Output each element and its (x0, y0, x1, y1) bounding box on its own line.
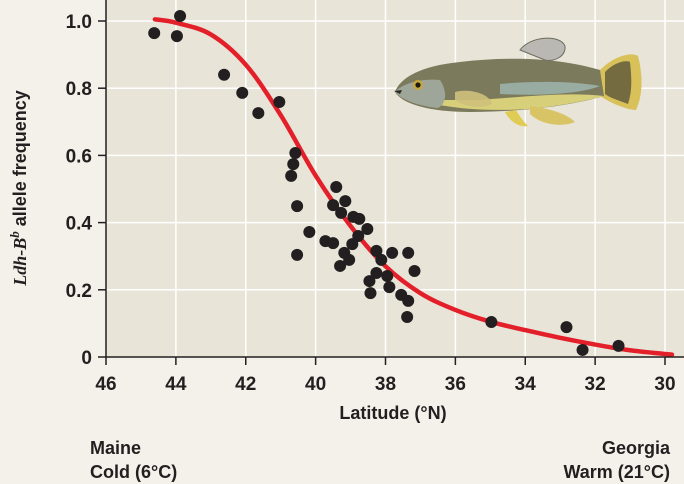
data-point (339, 195, 352, 208)
data-point (401, 311, 414, 324)
annotation-georgia: Georgia (602, 438, 671, 458)
data-point (218, 68, 231, 81)
data-point (335, 206, 348, 219)
y-tick-label: 0.8 (66, 79, 92, 100)
data-point (334, 259, 347, 272)
y-tick-label: 0.4 (66, 214, 93, 235)
data-point (363, 275, 376, 288)
y-axis-superscript: b (7, 231, 22, 238)
x-tick-label: 32 (585, 374, 606, 395)
x-tick-label: 42 (235, 374, 256, 395)
data-point (170, 30, 183, 43)
y-tick-label: 1.0 (66, 12, 92, 33)
y-axis-gene: Ldh-B (10, 238, 30, 287)
y-tick-label: 0 (81, 348, 92, 369)
annotation-warm: Warm (21°C) (563, 462, 670, 482)
fit-curve (152, 17, 675, 357)
data-point (287, 158, 300, 171)
data-point (370, 267, 383, 279)
data-point (386, 246, 399, 259)
data-point (273, 95, 286, 108)
x-tick-label: 40 (305, 374, 326, 395)
plot-background (106, 0, 684, 357)
annotation-cold: Cold (6°C) (90, 462, 177, 482)
data-point (346, 238, 359, 251)
data-point (353, 212, 366, 225)
data-point (402, 294, 415, 307)
x-tick-label: 38 (375, 374, 396, 395)
x-tick-label: 30 (654, 374, 675, 395)
data-point (402, 246, 415, 259)
data-point (252, 107, 265, 120)
data-point (343, 253, 356, 266)
data-point (612, 339, 625, 352)
x-tick-label: 46 (95, 374, 116, 395)
data-point (560, 321, 573, 334)
x-tick-label: 36 (445, 374, 466, 395)
y-ticks: 0 0.2 0.4 0.6 0.8 1.0 (66, 12, 106, 369)
x-tick-label: 34 (515, 374, 537, 395)
y-tick-label: 0.2 (66, 281, 92, 302)
data-point (375, 253, 388, 266)
data-point (408, 264, 421, 277)
data-point (383, 281, 396, 294)
y-axis-rest: allele frequency (10, 90, 30, 231)
data-point (285, 169, 298, 182)
data-point (174, 9, 187, 22)
data-point (327, 199, 340, 212)
data-point (370, 244, 383, 257)
data-point (327, 237, 340, 250)
data-point (361, 222, 374, 235)
data-point (303, 226, 316, 239)
data-point (291, 200, 304, 213)
data-point (289, 147, 302, 160)
data-point (576, 343, 589, 356)
x-tick-label: 44 (165, 374, 187, 395)
data-point (485, 316, 498, 329)
x-axis-label: Latitude (°N) (339, 403, 446, 423)
x-ticks: 46 44 42 40 38 36 34 32 30 (95, 357, 676, 395)
y-axis-label: Ldh-Bb allele frequency (7, 90, 30, 287)
data-points (148, 9, 625, 356)
data-point (148, 27, 161, 40)
data-point (291, 248, 304, 261)
data-point (381, 270, 394, 283)
fish-illustration (394, 37, 642, 127)
data-point (236, 86, 249, 99)
data-point (330, 180, 343, 193)
annotation-maine: Maine (90, 438, 141, 458)
data-point (364, 287, 377, 300)
y-tick-label: 0.6 (66, 146, 92, 167)
